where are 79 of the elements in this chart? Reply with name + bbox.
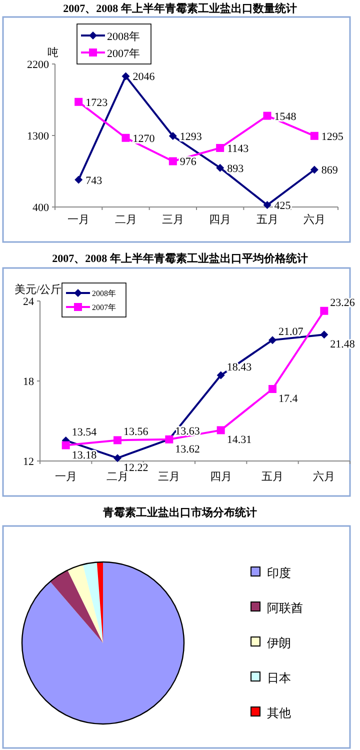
y-tick-label: 18 [23,376,34,388]
data-label: 743 [86,174,103,187]
data-label: 13.56 [124,426,149,438]
legend-label: 阿联酋 [267,601,303,615]
data-label: 23.26 [330,296,356,309]
point [310,166,318,174]
data-label: 13.18 [72,449,98,462]
y-axis-title: 吨 [48,46,58,59]
data-label: 12.22 [124,462,148,474]
legend-label: 伊朗 [267,636,291,650]
data-label: 1548 [274,110,297,123]
y-tick-label: 1300 [27,130,50,142]
x-tick-label: 一月 [54,471,77,483]
point [320,306,328,315]
chart-title: 2007、2008 年上半年青霉素工业盐出口平均价格统计 [52,252,308,265]
point [320,330,328,339]
point [168,157,177,166]
y-tick-label: 24 [23,296,34,308]
x-tick-label: 六月 [313,470,336,483]
data-label: 13.62 [175,443,200,456]
legend-label: 印度 [267,566,291,580]
point [268,336,276,344]
point [263,112,272,120]
x-tick-label: 五月 [262,471,284,483]
y-tick-label: 400 [32,202,50,214]
data-label: 21.07 [278,326,304,338]
x-tick-label: 二月 [114,214,137,226]
data-label: 2046 [132,71,156,84]
pie-slice [68,564,103,643]
pie-slice [96,562,103,643]
data-label: 1270 [132,132,156,145]
point [216,371,225,380]
x-tick-label: 四月 [209,214,232,226]
data-label: 976 [180,156,197,168]
point [268,385,276,393]
data-label: 14.31 [226,434,252,446]
point [216,144,224,152]
data-label: 869 [321,164,338,177]
point [62,441,70,450]
point [216,426,225,434]
y-tick-label: 2200 [27,59,50,71]
point [216,164,224,172]
data-label: 13.63 [175,425,200,438]
legend-label: 日本 [267,671,291,685]
point [74,176,83,184]
legend-label: 其他 [267,706,291,720]
legend-label: 2008年 [107,31,140,43]
x-tick-label: 三月 [162,214,184,226]
data-label: 17.4 [278,393,298,405]
data-label: 1723 [86,96,108,109]
data-label: 21.48 [330,338,356,351]
pie-slice [82,562,103,643]
x-tick-label: 五月 [256,214,278,226]
data-label: 1293 [180,131,202,144]
x-tick-label: 六月 [303,213,326,226]
data-label: 1295 [321,130,344,143]
data-label: 1143 [227,142,250,155]
data-label: 893 [227,162,244,175]
chart-title: 2007、2008 年上半年青霉素工业盐出口数量统计 [63,2,297,15]
y-axis-title: 美元/公斤 [14,283,62,296]
legend-label: 2008年 [92,289,116,298]
point [122,72,130,80]
y-tick-label: 12 [23,456,34,468]
x-tick-label: 三月 [158,471,180,483]
point [74,98,83,106]
point [168,132,177,140]
point [122,134,130,142]
legend-label: 2007年 [92,303,116,312]
data-label: 425 [274,200,292,212]
data-label: 13.54 [72,426,98,438]
x-tick-label: 四月 [210,471,232,483]
point [114,436,122,444]
point [263,201,272,210]
pie-slice [50,570,103,643]
legend-label: 2007年 [107,48,140,60]
x-tick-label: 一月 [68,214,90,226]
chart-title: 青霉素工业盐出口市场分布统计 [102,506,257,519]
point [114,454,122,462]
point [310,132,318,140]
